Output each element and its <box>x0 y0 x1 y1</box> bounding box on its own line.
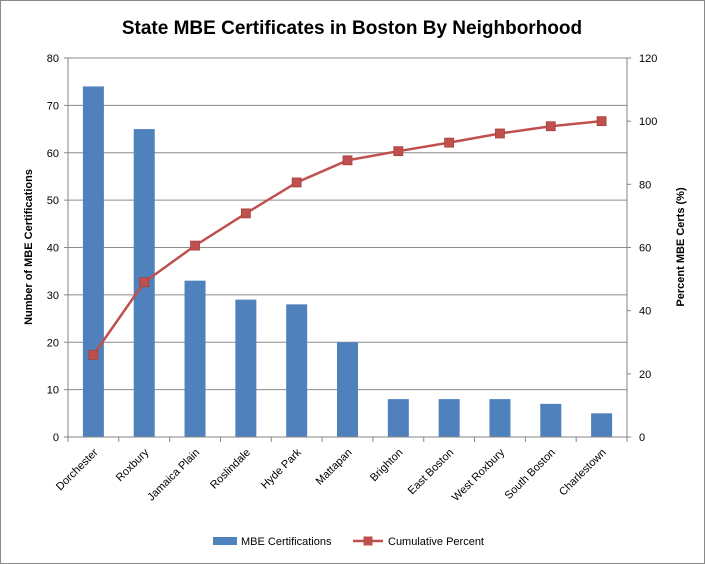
line-point <box>139 277 150 288</box>
x-tick-label: West Roxbury <box>450 446 508 504</box>
gridlines <box>68 57 627 391</box>
x-tick-label: Roslindale <box>208 447 253 492</box>
chart-title: State MBE Certificates in Boston By Neig… <box>122 18 582 39</box>
bar <box>540 403 562 437</box>
line-point <box>190 240 200 251</box>
x-tick-label: Brighton <box>368 447 405 484</box>
axes <box>64 57 631 442</box>
x-tick-label: Dorchester <box>54 446 101 493</box>
legend-line-label: Cumulative Percent <box>388 536 484 548</box>
bar <box>489 399 511 437</box>
y2-tick-label: 120 <box>639 53 657 65</box>
y2-tick-label: 40 <box>639 306 651 318</box>
y-tick-label: 80 <box>47 53 59 65</box>
x-tick-label: Charlestown <box>557 447 609 499</box>
bar <box>591 413 613 437</box>
bar <box>235 299 257 437</box>
y-tick-label: 30 <box>47 290 59 302</box>
y-tick-label: 40 <box>47 243 59 255</box>
x-tick-label: Mattapan <box>314 447 355 488</box>
legend-bar-swatch <box>213 537 237 545</box>
bar-series <box>82 86 613 438</box>
y2-axis-label: Percent MBE Certs (%) <box>675 187 687 307</box>
x-tick-label: Jamaica Plain <box>145 447 202 504</box>
y2-tick-label: 20 <box>639 369 651 381</box>
line-point <box>495 128 505 139</box>
line-point <box>393 146 404 157</box>
line-point <box>291 177 302 188</box>
line-point <box>444 137 455 148</box>
line-point <box>545 121 556 132</box>
bar <box>82 86 104 438</box>
legend-bar-label: MBE Certifications <box>241 536 332 548</box>
legend: MBE Certifications Cumulative Percent <box>213 536 484 548</box>
line-point <box>240 208 251 219</box>
bar <box>286 304 308 437</box>
y2-tick-label: 80 <box>639 179 651 191</box>
x-tick-label: South Boston <box>503 447 558 502</box>
bar <box>184 280 206 437</box>
line-point <box>342 155 353 166</box>
y-tick-label: 10 <box>47 385 59 397</box>
y-tick-label: 60 <box>47 148 59 160</box>
y2-tick-label: 100 <box>639 116 657 128</box>
y-tick-label: 20 <box>47 337 59 349</box>
y2-tick-label: 60 <box>639 243 651 255</box>
y-tick-label: 0 <box>53 432 59 444</box>
legend-line-marker <box>363 536 373 546</box>
y2-tick-label: 0 <box>639 432 645 444</box>
y-axis-label: Number of MBE Certifications <box>23 169 35 325</box>
line-point <box>88 349 99 360</box>
bar <box>387 399 409 437</box>
y-tick-label: 70 <box>47 100 59 112</box>
x-tick-label: Roxbury <box>114 446 152 484</box>
bar <box>337 342 358 437</box>
x-tick-label: Hyde Park <box>259 446 304 491</box>
bar <box>438 399 460 437</box>
x-tick-label: East Boston <box>406 447 456 497</box>
line-series <box>88 116 607 360</box>
line-point <box>596 116 607 127</box>
y-tick-label: 50 <box>47 195 59 207</box>
